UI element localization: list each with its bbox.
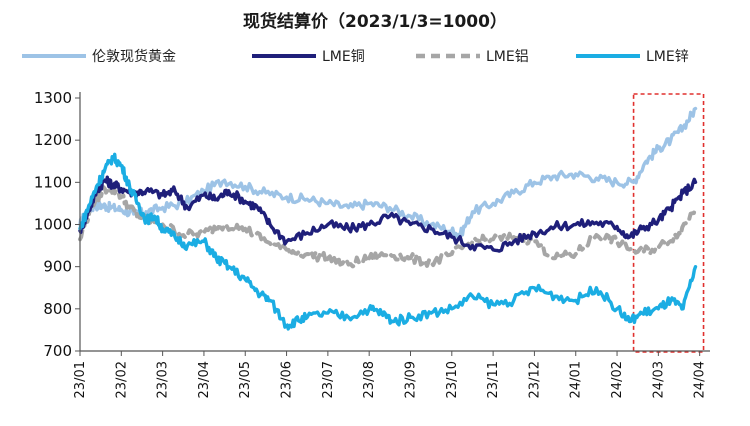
x-tick-label: 23/03: [156, 361, 171, 398]
y-tick-label: 1300: [34, 89, 72, 107]
y-tick-label: 1100: [34, 173, 72, 191]
x-tick-label: 24/02: [610, 361, 625, 398]
x-tick-label: 23/09: [403, 361, 418, 398]
chart-title: 现货结算价（2023/1/3=1000）: [243, 11, 507, 32]
axes: 700 800 900 1000 1100 1200 1300 23/01 23/02 23/03…: [34, 89, 710, 398]
x-tick-label: 23/07: [321, 361, 336, 398]
x-tick-label: 23/02: [114, 361, 129, 398]
y-tick-label: 900: [43, 258, 72, 276]
y-tick-label: 1000: [34, 216, 72, 234]
legend-label-3: LME锌: [646, 49, 689, 65]
x-tick-label: 24/04: [693, 361, 708, 398]
y-tick-label: 800: [43, 300, 72, 318]
x-tick-label: 24/01: [569, 361, 584, 398]
legend-label-2: LME铝: [486, 49, 529, 65]
x-tick-label: 23/11: [486, 361, 501, 398]
legend-label-0: 伦敦现货黄金: [92, 48, 176, 65]
x-tick-label: 23/04: [197, 361, 212, 398]
x-tick-label: 23/10: [445, 361, 460, 398]
series-line-1: [78, 175, 698, 253]
legend: 伦敦现货黄金 LME铜 LME铝 LME锌: [22, 48, 689, 65]
highlight-rect: [632, 93, 705, 353]
x-tick-label: 24/03: [651, 361, 666, 398]
x-tick-label: 23/08: [362, 361, 377, 398]
highlight-box: [632, 93, 705, 353]
x-tick-label: 23/01: [73, 361, 88, 398]
x-tick-label: 23/06: [280, 361, 295, 398]
series-line-3: [78, 152, 698, 331]
x-tick-label: 23/12: [527, 361, 542, 398]
y-tick-label: 700: [43, 342, 72, 360]
x-tick-label: 23/05: [238, 361, 253, 398]
series-layer: [78, 106, 698, 331]
legend-label-1: LME铜: [322, 49, 365, 65]
y-tick-label: 1200: [34, 131, 72, 149]
